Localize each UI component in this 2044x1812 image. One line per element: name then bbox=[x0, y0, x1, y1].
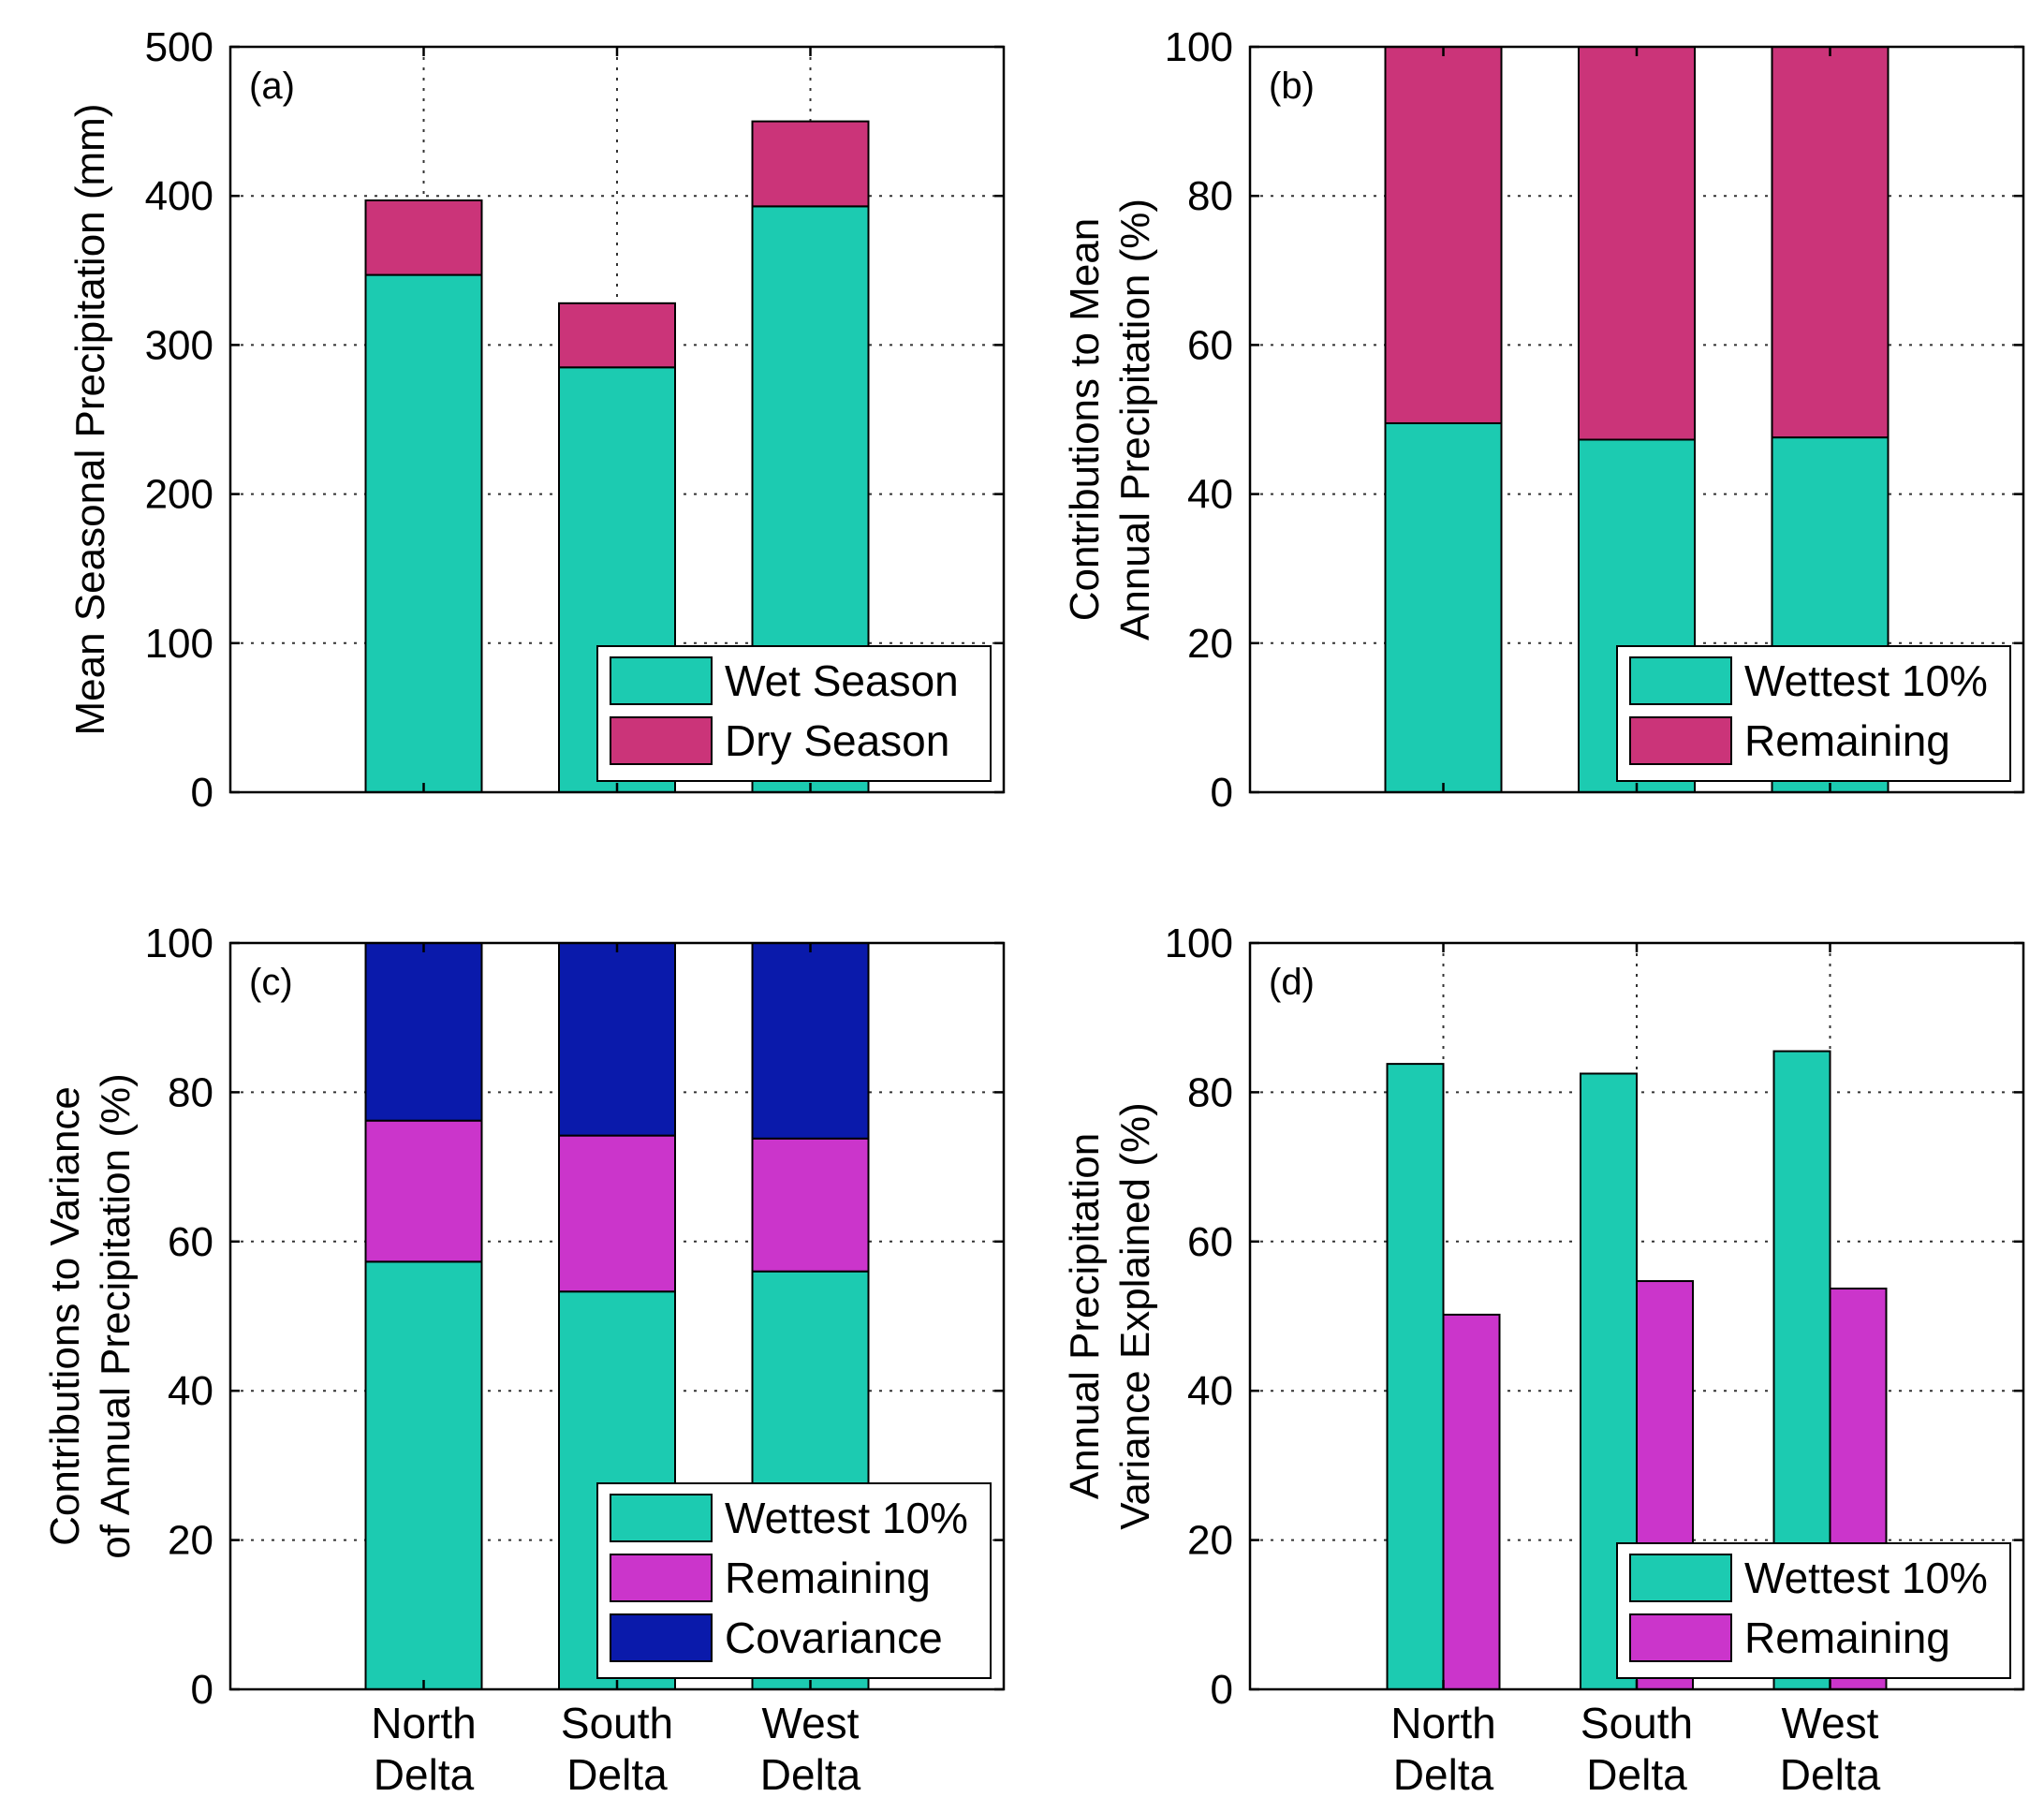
panel-a: 0 100 200 300 400 500 Mean Seasonal Precipitat… bbox=[67, 24, 1006, 816]
legend-swatch bbox=[610, 1494, 713, 1542]
panel-d: 020406080100NorthDeltaSouthDeltaWestDelt… bbox=[1062, 921, 2025, 1799]
y-tick-label: 0 bbox=[1211, 1667, 1233, 1713]
y-tick-label: 80 bbox=[1187, 1069, 1233, 1115]
panel-label: (d) bbox=[1269, 962, 1315, 1003]
bar-d-wettest-10--1 bbox=[1386, 1063, 1445, 1690]
legend-swatch bbox=[1629, 1554, 1732, 1602]
y-tick-label: 20 bbox=[1187, 1518, 1233, 1564]
bar-c-covariance-3 bbox=[751, 942, 870, 1140]
panel-b: 0 20 40 60 80 100 Contributions to Mean Annual … bbox=[1062, 24, 2025, 816]
y-tick-label: 40 bbox=[1187, 472, 1233, 518]
y-tick-label: 80 bbox=[168, 1069, 213, 1115]
y-tick-label: 40 bbox=[168, 1368, 213, 1414]
y-axis-label: Contributions to Variance of Annual Preci… bbox=[42, 1073, 139, 1559]
bar-a-dry-season-2 bbox=[558, 302, 676, 369]
category-label: Delta bbox=[1393, 1750, 1494, 1799]
legend: Wettest 10% Remaining bbox=[1616, 645, 2011, 782]
legend-swatch bbox=[610, 1613, 713, 1662]
bar-a-dry-season-1 bbox=[364, 199, 483, 276]
y-tick-label: 80 bbox=[1187, 173, 1233, 219]
category-label: Delta bbox=[1586, 1750, 1687, 1799]
bar-c-remaining-2 bbox=[558, 1134, 676, 1293]
legend-swatch bbox=[610, 716, 713, 765]
bar-d-remaining-1 bbox=[1442, 1313, 1501, 1690]
y-axis-label: Annual Precipitation Variance Explained (… bbox=[1062, 1102, 1158, 1530]
y-axis-label-line: of Annual Precipitation (%) bbox=[93, 1073, 139, 1559]
category-label: West bbox=[762, 1699, 860, 1747]
y-axis-label-line: Contributions to Variance bbox=[42, 1086, 88, 1546]
y-axis-label-line: Variance Explained (%) bbox=[1112, 1102, 1158, 1530]
y-axis-label: Contributions to Mean Annual Precipitatio… bbox=[1062, 199, 1158, 641]
legend-swatch bbox=[1629, 1613, 1732, 1662]
y-axis-label-line: Annual Precipitation (%) bbox=[1112, 199, 1158, 641]
bar-b-wettest-10--1 bbox=[1384, 421, 1503, 793]
legend-entry: Wettest 10% bbox=[1744, 656, 1988, 705]
bar-b-remaining-2 bbox=[1578, 46, 1696, 441]
legend-entry: Dry Season bbox=[725, 716, 949, 765]
y-tick-label: 20 bbox=[1187, 621, 1233, 667]
category-label: North bbox=[1390, 1699, 1495, 1747]
y-tick-label: 500 bbox=[145, 24, 213, 70]
bar-b-remaining-1 bbox=[1384, 46, 1503, 424]
y-tick-label: 60 bbox=[168, 1219, 213, 1265]
category-label: Delta bbox=[566, 1750, 668, 1799]
y-tick-label: 100 bbox=[1165, 921, 1233, 966]
panel-c: 020406080100NorthDeltaSouthDeltaWestDelt… bbox=[42, 921, 1006, 1799]
y-tick-label: 0 bbox=[191, 1667, 213, 1713]
bar-c-covariance-1 bbox=[364, 942, 483, 1122]
y-tick-label: 100 bbox=[145, 921, 213, 966]
bar-c-covariance-2 bbox=[558, 942, 676, 1137]
bar-c-remaining-3 bbox=[751, 1137, 870, 1273]
category-label: Delta bbox=[760, 1750, 861, 1799]
category-label: Delta bbox=[1780, 1750, 1881, 1799]
bar-c-wettest-10--1 bbox=[364, 1260, 483, 1690]
legend-entry: Remaining bbox=[725, 1554, 931, 1602]
panel-label: (b) bbox=[1269, 66, 1315, 107]
y-tick-label: 0 bbox=[1211, 770, 1233, 816]
y-tick-label: 100 bbox=[145, 621, 213, 667]
y-tick-label: 400 bbox=[145, 173, 213, 219]
y-tick-label: 60 bbox=[1187, 1219, 1233, 1265]
y-axis-label-line: Contributions to Mean bbox=[1062, 218, 1108, 621]
legend-entry: Wet Season bbox=[725, 656, 959, 705]
legend: Wet Season Dry Season bbox=[596, 645, 992, 782]
y-tick-label: 40 bbox=[1187, 1368, 1233, 1414]
y-tick-label: 20 bbox=[168, 1518, 213, 1564]
y-tick-label: 200 bbox=[145, 472, 213, 518]
y-tick-label: 100 bbox=[1165, 24, 1233, 70]
bar-b-remaining-3 bbox=[1771, 46, 1890, 439]
y-tick-label: 60 bbox=[1187, 322, 1233, 368]
y-axis-label-line: Annual Precipitation bbox=[1062, 1133, 1108, 1499]
category-label: West bbox=[1782, 1699, 1879, 1747]
panel-label: (a) bbox=[249, 66, 295, 107]
y-tick-label: 0 bbox=[191, 770, 213, 816]
legend-swatch bbox=[1629, 656, 1732, 705]
legend-entry: Remaining bbox=[1744, 1613, 1950, 1662]
category-label: Delta bbox=[374, 1750, 475, 1799]
legend-entry: Wettest 10% bbox=[725, 1494, 968, 1542]
y-axis-label: Mean Seasonal Precipitation (mm) bbox=[67, 104, 113, 736]
legend-swatch bbox=[1629, 716, 1732, 765]
legend-swatch bbox=[610, 656, 713, 705]
panel-label: (c) bbox=[249, 962, 293, 1003]
y-tick-label: 300 bbox=[145, 322, 213, 368]
category-label: South bbox=[1581, 1699, 1693, 1747]
legend: Wettest 10% Remaining Covariance bbox=[596, 1482, 992, 1679]
legend: Wettest 10% Remaining bbox=[1616, 1542, 2011, 1679]
category-label: North bbox=[371, 1699, 476, 1747]
legend-entry: Wettest 10% bbox=[1744, 1554, 1988, 1602]
legend-entry: Remaining bbox=[1744, 716, 1950, 765]
bar-a-wet-season-1 bbox=[364, 273, 483, 793]
bar-c-remaining-1 bbox=[364, 1119, 483, 1263]
legend-swatch bbox=[610, 1554, 713, 1602]
category-label: South bbox=[561, 1699, 673, 1747]
legend-entry: Covariance bbox=[725, 1613, 943, 1662]
bar-a-dry-season-3 bbox=[751, 120, 870, 208]
y-axis-label-line: Mean Seasonal Precipitation (mm) bbox=[67, 104, 113, 736]
